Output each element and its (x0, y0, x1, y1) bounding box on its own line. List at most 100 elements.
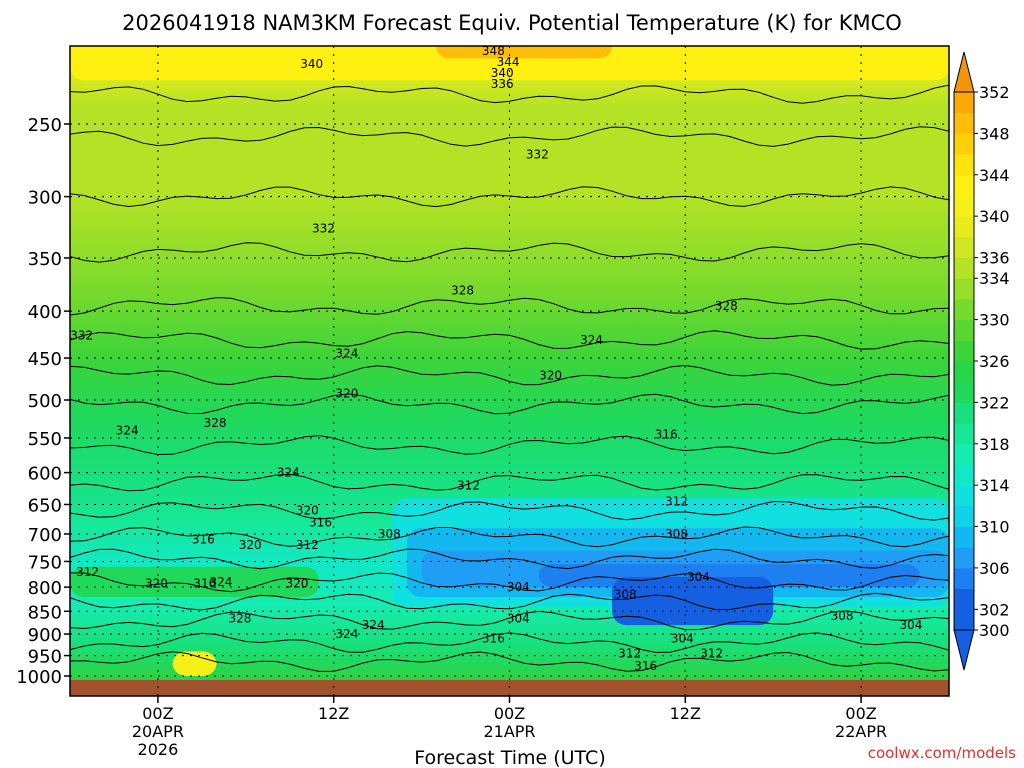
contour-label: 316 (482, 631, 505, 645)
contour-label: 348 (482, 44, 505, 58)
colorbar-label: 310 (979, 518, 1010, 537)
colorbar-label: 300 (979, 621, 1010, 640)
contour-label: 304 (899, 618, 922, 632)
surface-warm-spot (172, 651, 217, 676)
contour-label: 316 (192, 533, 215, 547)
colorbar-label: 306 (979, 559, 1010, 578)
contour-line (70, 526, 949, 548)
colorbar-bin (954, 216, 974, 238)
contour-label: 308 (831, 609, 854, 623)
y-tick-label: 450 (28, 349, 62, 370)
contour-label: 332 (70, 328, 93, 342)
colorbar-bin (954, 485, 974, 507)
contour-label: 316 (193, 577, 216, 591)
contour-label: 304 (507, 611, 530, 625)
colorbar-label: 352 (979, 83, 1010, 102)
x-tick-label: 12Z (670, 704, 701, 723)
contour-label: 312 (618, 646, 641, 660)
contour-label: 304 (687, 570, 710, 584)
colorbar-bin (954, 154, 974, 176)
y-tick-label: 800 (28, 578, 62, 599)
x-tick-sublabel: 21APR (483, 722, 535, 741)
x-tick-sublabel: 22APR (835, 722, 887, 741)
colorbar-bin (954, 361, 974, 383)
contour-label: 308 (665, 527, 688, 541)
contour-label: 328 (451, 284, 474, 298)
contour-label: 332 (526, 148, 549, 162)
colorbar-bin (954, 609, 974, 631)
colorbar-bin (954, 464, 974, 486)
colorbar-bin (954, 402, 974, 424)
contour-label: 320 (286, 577, 309, 591)
colorbar-bin (954, 443, 974, 465)
contour-label: 304 (507, 580, 530, 594)
y-tick-label: 700 (28, 525, 62, 546)
x-tick-label: 00Z (142, 704, 173, 723)
colorbar-bin (954, 236, 974, 259)
x-tick-label: 00Z (494, 704, 525, 723)
colorbar-label: 314 (979, 476, 1010, 495)
pressure-axis: 2503003504004505005506006507007508008509… (16, 115, 70, 688)
contour-line (70, 84, 949, 104)
contour-label: 344 (497, 55, 520, 69)
contour-line (70, 186, 949, 208)
contour-label: 308 (614, 588, 637, 602)
x-tick-label: 12Z (318, 704, 349, 723)
y-tick-label: 750 (28, 552, 62, 573)
contour-line (70, 651, 949, 672)
contour-label: 324 (209, 575, 232, 589)
contour-label: 324 (362, 618, 385, 632)
contour-line (70, 592, 949, 611)
contour-label: 312 (457, 479, 480, 493)
contour-label: 312 (76, 565, 99, 579)
colorbar-bin (954, 174, 974, 196)
y-tick-label: 250 (28, 115, 62, 136)
contour-label: 316 (655, 427, 678, 441)
colorbar-bin (954, 526, 974, 548)
contour-label: 328 (204, 416, 227, 430)
colorbar-bin (954, 257, 974, 279)
contour-label: 324 (116, 424, 139, 438)
colorbar-bin (954, 567, 974, 590)
colorbar-bin (954, 423, 974, 445)
contour-label: 308 (378, 527, 401, 541)
colorbar-bin (954, 547, 974, 569)
contour-label: 304 (671, 631, 694, 645)
y-tick-label: 1000 (16, 667, 62, 688)
colorbar-label: 348 (979, 124, 1010, 143)
field-features (70, 46, 949, 676)
colorbar-bin (954, 278, 974, 300)
colorbar-label: 340 (979, 207, 1010, 226)
colorbar-top-arrow (953, 51, 975, 93)
contour-label: 324 (277, 466, 300, 480)
y-tick-label: 650 (28, 495, 62, 516)
contour-label: 320 (335, 387, 358, 401)
y-tick-label: 550 (28, 429, 62, 450)
colorbar-label: 326 (979, 352, 1010, 371)
y-tick-label: 300 (28, 188, 62, 209)
contour-line (70, 610, 949, 631)
contour-line (70, 435, 949, 456)
colorbar-bin (954, 505, 974, 528)
cold-pool-core (612, 577, 774, 626)
credit-link[interactable]: coolwx.com/models (868, 744, 1016, 762)
y-tick-label: 950 (28, 647, 62, 668)
colorbar-label: 336 (979, 249, 1010, 268)
contour-label: 332 (312, 221, 335, 235)
contour-line (70, 500, 949, 521)
contour-line (70, 126, 949, 147)
y-tick-label: 900 (28, 625, 62, 646)
colorbar-label: 334 (979, 269, 1010, 288)
colorbar-label: 322 (979, 393, 1010, 412)
colorbar-bottom-arrow (953, 629, 975, 671)
x-tick-sublabel: 2026 (138, 740, 179, 759)
y-tick-label: 350 (28, 249, 62, 270)
colorbar-bin (954, 319, 974, 341)
contour-label: 336 (491, 77, 514, 91)
colorbar-label: 330 (979, 311, 1010, 330)
contour-line (70, 473, 949, 492)
contour-label: 340 (491, 66, 514, 80)
